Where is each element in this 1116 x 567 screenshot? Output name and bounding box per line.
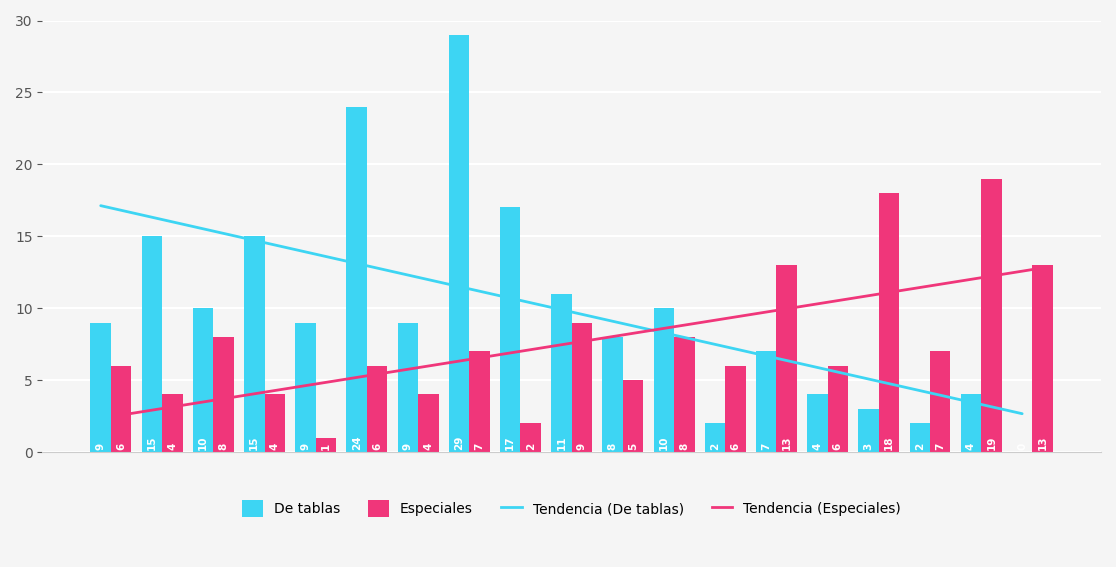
Bar bbox=[500, 208, 520, 452]
Text: 1: 1 bbox=[321, 443, 331, 450]
Text: 4: 4 bbox=[423, 442, 433, 450]
Bar bbox=[296, 323, 316, 452]
Bar bbox=[828, 366, 848, 452]
Text: 15: 15 bbox=[147, 435, 157, 450]
Bar bbox=[981, 179, 1002, 452]
Text: 2: 2 bbox=[710, 443, 720, 450]
Bar bbox=[930, 352, 951, 452]
Text: 6: 6 bbox=[833, 443, 843, 450]
Text: 9: 9 bbox=[300, 443, 310, 450]
Text: 17: 17 bbox=[506, 435, 516, 450]
Text: 6: 6 bbox=[731, 443, 741, 450]
Bar bbox=[705, 423, 725, 452]
Bar bbox=[142, 236, 162, 452]
Text: 2: 2 bbox=[526, 443, 536, 450]
Text: 13: 13 bbox=[781, 435, 791, 450]
Bar bbox=[470, 352, 490, 452]
Text: 4: 4 bbox=[812, 442, 822, 450]
Bar bbox=[623, 380, 643, 452]
Bar bbox=[264, 395, 285, 452]
Text: 7: 7 bbox=[474, 442, 484, 450]
Bar bbox=[961, 395, 981, 452]
Text: 4: 4 bbox=[270, 442, 280, 450]
Text: 9: 9 bbox=[96, 443, 106, 450]
Text: 5: 5 bbox=[628, 443, 638, 450]
Text: 2: 2 bbox=[915, 443, 925, 450]
Bar bbox=[777, 265, 797, 452]
Text: 10: 10 bbox=[199, 435, 208, 450]
Bar bbox=[193, 308, 213, 452]
Bar bbox=[449, 35, 470, 452]
Text: 9: 9 bbox=[403, 443, 413, 450]
Text: 24: 24 bbox=[352, 435, 362, 450]
Bar bbox=[346, 107, 367, 452]
Text: 10: 10 bbox=[658, 435, 668, 450]
Text: 6: 6 bbox=[372, 443, 382, 450]
Text: 8: 8 bbox=[219, 443, 229, 450]
Text: 4: 4 bbox=[167, 442, 177, 450]
Bar bbox=[807, 395, 828, 452]
Text: 7: 7 bbox=[761, 442, 771, 450]
Bar bbox=[367, 366, 387, 452]
Bar bbox=[551, 294, 571, 452]
Text: 4: 4 bbox=[966, 442, 976, 450]
Text: 3: 3 bbox=[864, 443, 874, 450]
Bar bbox=[244, 236, 264, 452]
Bar bbox=[316, 438, 336, 452]
Bar bbox=[213, 337, 234, 452]
Text: 8: 8 bbox=[607, 443, 617, 450]
Bar bbox=[858, 409, 878, 452]
Text: 6: 6 bbox=[116, 443, 126, 450]
Bar bbox=[910, 423, 930, 452]
Text: 7: 7 bbox=[935, 442, 945, 450]
Bar bbox=[397, 323, 418, 452]
Text: 13: 13 bbox=[1038, 435, 1048, 450]
Bar bbox=[878, 193, 899, 452]
Bar bbox=[725, 366, 745, 452]
Bar bbox=[654, 308, 674, 452]
Bar bbox=[418, 395, 439, 452]
Text: 15: 15 bbox=[249, 435, 259, 450]
Bar bbox=[756, 352, 777, 452]
Bar bbox=[90, 323, 110, 452]
Bar bbox=[603, 337, 623, 452]
Bar bbox=[1032, 265, 1052, 452]
Legend: De tablas, Especiales, Tendencia (De tablas), Tendencia (Especiales): De tablas, Especiales, Tendencia (De tab… bbox=[237, 494, 907, 523]
Bar bbox=[571, 323, 593, 452]
Bar bbox=[520, 423, 541, 452]
Text: 29: 29 bbox=[454, 435, 464, 450]
Text: 8: 8 bbox=[680, 443, 690, 450]
Bar bbox=[110, 366, 132, 452]
Text: 11: 11 bbox=[557, 435, 567, 450]
Bar bbox=[674, 337, 694, 452]
Text: 0: 0 bbox=[1017, 443, 1027, 450]
Text: 18: 18 bbox=[884, 435, 894, 450]
Text: 19: 19 bbox=[987, 435, 997, 450]
Bar bbox=[162, 395, 183, 452]
Text: 9: 9 bbox=[577, 443, 587, 450]
